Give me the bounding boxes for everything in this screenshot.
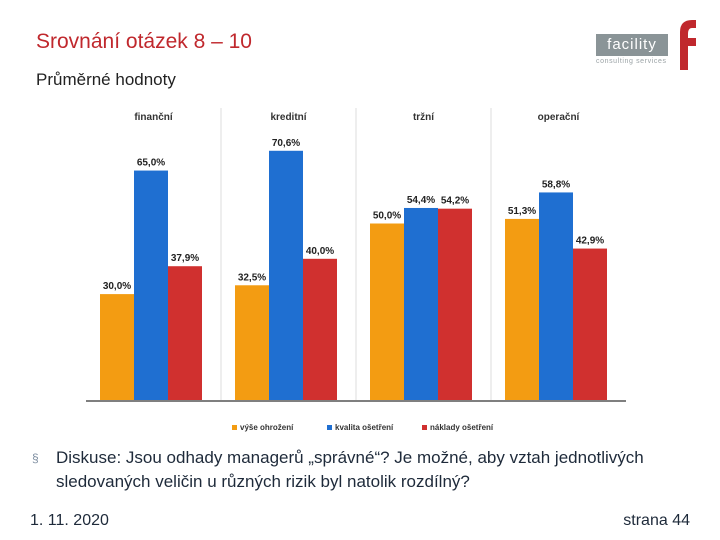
legend-label: výše ohrožení: [240, 423, 294, 432]
bar-3: [303, 258, 337, 400]
data-label: 50,0%: [373, 211, 401, 222]
data-label: 37,9%: [171, 253, 199, 264]
bar-1: [100, 294, 134, 400]
slide-title: Srovnání otázek 8 – 10: [36, 30, 252, 53]
bar-2: [539, 192, 573, 400]
discussion-bullet: § Diskuse: Jsou odhady managerů „správné…: [32, 446, 692, 494]
facility-logo: facility consulting services: [594, 18, 704, 70]
legend-label: kvalita ošetření: [335, 423, 394, 432]
bar-chart: finanční 30,0% 65,0% 37,9% kreditní 32,5% 70,6…: [86, 108, 626, 432]
data-label: 40,0%: [306, 246, 334, 257]
bar-1: [370, 223, 404, 400]
bar-2: [134, 170, 168, 400]
category-label: kreditní: [270, 112, 307, 123]
data-label: 54,4%: [407, 195, 435, 206]
bar-1: [235, 285, 269, 400]
legend-label: náklady ošetření: [430, 423, 494, 432]
legend-swatch: [232, 425, 237, 430]
bullet-text: Diskuse: Jsou odhady managerů „správné“?…: [56, 448, 644, 491]
logo-wordmark: facility: [596, 34, 668, 56]
category-label: tržní: [413, 112, 435, 123]
data-label: 32,5%: [238, 272, 266, 283]
bar-2: [269, 150, 303, 400]
logo-f-icon: [680, 20, 696, 70]
bar-3: [168, 266, 202, 400]
data-label: 42,9%: [576, 236, 604, 247]
footer-page-number: strana 44: [623, 512, 690, 529]
data-label: 30,0%: [103, 281, 131, 292]
slide-subtitle: Průměrné hodnoty: [36, 70, 176, 89]
bar-3: [573, 248, 607, 400]
data-label: 54,2%: [441, 196, 469, 207]
data-label: 70,6%: [272, 138, 300, 149]
data-label: 65,0%: [137, 158, 165, 169]
category-label: operační: [538, 112, 581, 123]
bullet-marker: §: [32, 451, 39, 465]
footer-date: 1. 11. 2020: [30, 512, 109, 529]
data-label: 51,3%: [508, 206, 536, 217]
legend-swatch: [327, 425, 332, 430]
category-label: finanční: [134, 112, 174, 123]
data-label: 58,8%: [542, 179, 570, 190]
legend-swatch: [422, 425, 427, 430]
bar-1: [505, 218, 539, 400]
bar-3: [438, 208, 472, 400]
bar-2: [404, 207, 438, 400]
logo-tagline: consulting services: [596, 58, 667, 65]
